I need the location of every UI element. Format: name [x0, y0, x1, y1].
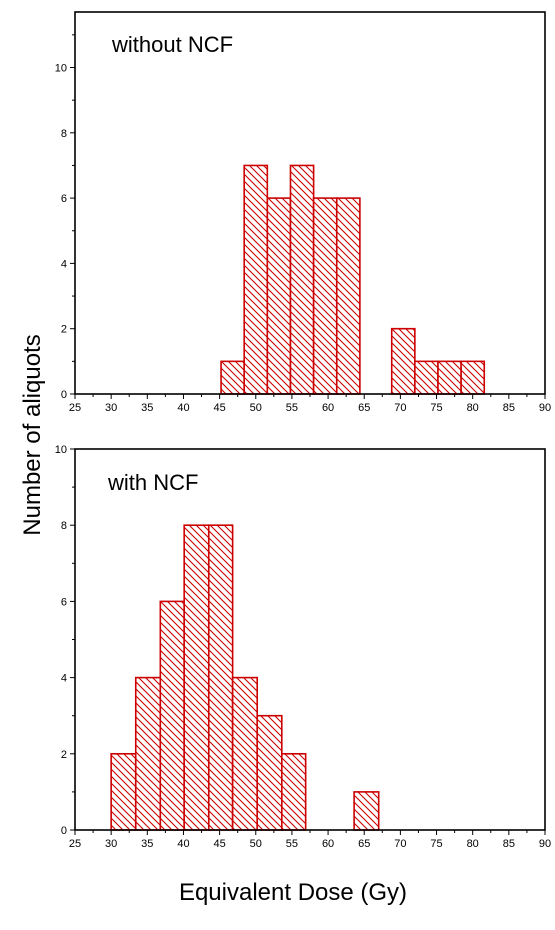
x-tick-label: 60	[322, 838, 334, 850]
x-tick-label: 65	[358, 402, 370, 414]
histogram-bar	[207, 524, 234, 831]
y-tick-label: 4	[61, 258, 67, 270]
y-tick-label: 0	[61, 825, 67, 837]
x-tick-label: 70	[394, 838, 406, 850]
x-tick-label: 85	[503, 838, 515, 850]
histogram-bar	[256, 714, 283, 831]
y-tick-label: 8	[61, 128, 67, 140]
histogram-bar	[220, 360, 245, 395]
x-tick-label: 55	[286, 838, 298, 850]
histogram-bar	[183, 524, 210, 831]
x-tick-label: 90	[539, 402, 551, 414]
x-tick-label: 35	[141, 838, 153, 850]
panel-label: without NCF	[111, 32, 233, 57]
y-tick-label: 0	[61, 389, 67, 401]
panel-label: with NCF	[107, 470, 198, 495]
y-tick-label: 10	[55, 444, 67, 456]
histogram-bar	[289, 164, 315, 395]
histogram-bar	[460, 360, 486, 395]
x-axis-title: Equivalent Dose (Gy)	[179, 879, 407, 906]
histogram-bar	[390, 327, 416, 395]
y-tick-label: 8	[61, 520, 67, 532]
x-tick-label: 75	[430, 402, 442, 414]
x-tick-label: 50	[250, 838, 262, 850]
histogram-bar	[110, 752, 137, 831]
histogram-bar	[280, 752, 307, 831]
histogram-bar	[243, 164, 269, 395]
histogram-bar	[159, 600, 185, 831]
y-tick-label: 10	[55, 63, 67, 75]
x-tick-label: 50	[250, 402, 262, 414]
x-tick-label: 70	[394, 402, 406, 414]
x-tick-label: 65	[358, 838, 370, 850]
x-tick-label: 80	[467, 402, 479, 414]
x-tick-label: 75	[430, 838, 442, 850]
x-tick-label: 60	[322, 402, 334, 414]
histogram-bar	[335, 197, 361, 395]
panel-1: 25 30 35 40 45 50 55 60 65 70 75 80 85 90 0 2 4 6 8 10 witho…	[55, 11, 551, 414]
x-tick-label: 25	[69, 838, 81, 850]
histogram-bar	[134, 676, 162, 831]
x-tick-label: 55	[286, 402, 298, 414]
x-tick-label: 35	[141, 402, 153, 414]
histogram-bar	[414, 360, 439, 395]
y-tick-label: 6	[61, 596, 67, 608]
x-tick-label: 85	[503, 402, 515, 414]
x-tick-label: 90	[539, 838, 551, 850]
x-tick-label: 45	[213, 402, 225, 414]
y-tick-label: 2	[61, 749, 67, 761]
histogram-bar	[266, 197, 292, 395]
x-tick-label: 40	[177, 402, 189, 414]
panel-2: 25 30 35 40 45 50 55 60 65 70 75 80 85 90 0 2 4 6 8 10 with …	[55, 444, 551, 850]
x-tick-label: 45	[213, 838, 225, 850]
y-axis-title: Number of aliquots	[19, 334, 46, 535]
x-tick-label: 40	[177, 838, 189, 850]
histogram-bar	[312, 197, 338, 395]
histogram-bar	[437, 360, 462, 395]
x-tick-label: 25	[69, 402, 81, 414]
y-tick-label: 2	[61, 324, 67, 336]
histogram-bar	[353, 791, 380, 831]
x-tick-label: 80	[467, 838, 479, 850]
x-tick-label: 30	[105, 402, 117, 414]
y-tick-label: 6	[61, 193, 67, 205]
x-tick-label: 30	[105, 838, 117, 850]
y-tick-label: 4	[61, 673, 67, 685]
histogram-bar	[231, 676, 259, 831]
